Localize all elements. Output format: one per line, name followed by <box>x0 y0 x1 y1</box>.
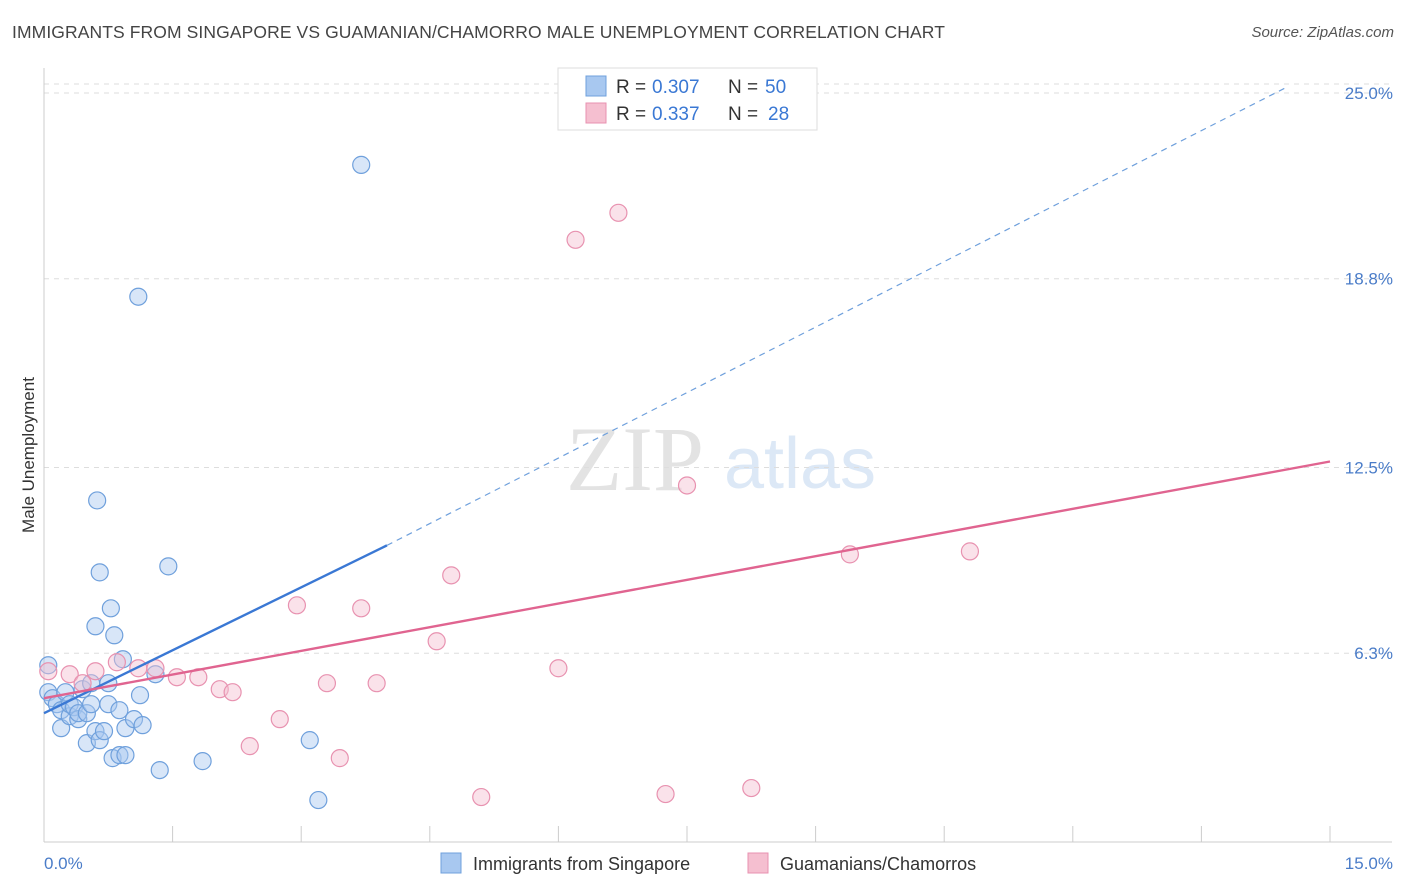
guamanian-point-25 <box>677 476 697 495</box>
guamanian-point-13 <box>287 596 307 615</box>
singapore-point-42 <box>309 790 328 810</box>
guamanian-point-16 <box>352 599 371 618</box>
guamanian-point-23 <box>609 203 628 222</box>
singapore-point-29 <box>110 746 129 765</box>
legend-bottom-label-pink: Guamanians/Chamorros <box>780 854 976 874</box>
singapore-point-23 <box>99 695 118 714</box>
legend-bottom-label-blue: Immigrants from Singapore <box>473 854 690 874</box>
y-tick-label-2: 18.8% <box>1345 270 1393 289</box>
legend-r-label-blue: R = <box>616 77 646 98</box>
legend-n-label-pink: N = <box>728 104 758 125</box>
singapore-point-32 <box>116 746 135 765</box>
x-tick-label-max: 15.0% <box>1345 854 1393 873</box>
legend-n-value-pink: 28 <box>768 104 789 125</box>
guamanian-point-3 <box>86 662 105 681</box>
singapore-point-20 <box>90 731 109 750</box>
guamanian-point-19 <box>442 566 461 585</box>
guamanian-point-15 <box>330 749 349 768</box>
legend-n-label-blue: N = <box>728 77 758 98</box>
singapore-point-39 <box>159 557 178 576</box>
singapore-point-18 <box>86 617 105 636</box>
singapore-point-24 <box>99 674 118 693</box>
singapore-point-22 <box>94 722 114 741</box>
guamanian-point-22 <box>566 230 585 249</box>
singapore-point-34 <box>129 287 148 306</box>
singapore-point-16 <box>82 695 101 714</box>
y-tick-label-0: 6.3% <box>1354 644 1393 663</box>
legend-bottom: Immigrants from Singapore Guamanians/Cha… <box>440 852 976 874</box>
chart-title: IMMIGRANTS FROM SINGAPORE VS GUAMANIAN/C… <box>12 22 945 42</box>
guamanian-point-12 <box>270 710 289 729</box>
guamanian-point-21 <box>549 659 568 678</box>
trendline-singapore-extended <box>386 86 1288 546</box>
guamanian-point-14 <box>317 674 337 693</box>
y-tick-labels: 6.3% 12.5% 18.8% 25.0% <box>1345 84 1393 663</box>
legend-bottom-swatch-blue <box>440 852 462 874</box>
legend-swatch-pink <box>585 102 607 124</box>
legend-swatch-blue <box>585 75 607 97</box>
guamanian-point-7 <box>167 668 186 687</box>
guamanian-point-20 <box>472 787 491 807</box>
singapore-point-27 <box>105 626 124 645</box>
legend-r-value-blue: 0.307 <box>652 77 700 98</box>
singapore-point-35 <box>130 686 150 705</box>
singapore-point-0 <box>39 656 58 675</box>
guamanian-point-1 <box>60 665 79 684</box>
guamanian-point-10 <box>223 683 242 702</box>
series-singapore-points <box>39 155 371 810</box>
guamanian-point-18 <box>427 632 446 651</box>
x-tick-label-min: 0.0% <box>44 854 83 873</box>
singapore-point-28 <box>110 701 129 720</box>
singapore-point-19 <box>88 491 107 510</box>
singapore-point-25 <box>101 599 120 618</box>
singapore-point-13 <box>77 704 96 723</box>
guamanian-point-24 <box>656 784 675 804</box>
singapore-point-40 <box>193 752 212 771</box>
legend-bottom-swatch-pink <box>747 852 769 874</box>
guamanian-point-4 <box>107 653 126 672</box>
legend-top: R = 0.307 N = 50 R = 0.337 N = 28 <box>557 67 818 131</box>
legend-n-value-blue: 50 <box>765 77 786 98</box>
axes <box>43 68 1392 843</box>
guamanian-point-17 <box>367 674 386 693</box>
source-label: Source: ZipAtlas.com <box>1251 24 1394 41</box>
trendlines <box>43 86 1331 715</box>
guamanian-point-0 <box>39 662 58 681</box>
guamanian-point-11 <box>240 737 259 756</box>
y-axis-label: Male Unemployment <box>19 377 38 533</box>
y-tick-label-1: 12.5% <box>1345 458 1393 477</box>
y-tick-label-3: 25.0% <box>1345 84 1393 103</box>
legend-r-label-pink: R = <box>616 104 646 125</box>
singapore-point-21 <box>90 563 109 582</box>
grid-lines <box>44 83 1392 654</box>
singapore-point-41 <box>300 731 319 750</box>
guamanian-point-26 <box>742 778 761 798</box>
legend-r-value-pink: 0.337 <box>652 104 700 125</box>
trendline-singapore <box>43 544 388 715</box>
trendline-guamanian <box>43 460 1331 700</box>
singapore-point-36 <box>133 716 152 735</box>
watermark-atlas: atlas <box>724 424 876 504</box>
singapore-point-43 <box>352 155 371 174</box>
x-ticks <box>43 826 1331 842</box>
series-guamanian-points <box>39 203 980 807</box>
watermark-zip: ZIP <box>566 408 704 510</box>
guamanian-point-28 <box>960 542 980 561</box>
singapore-point-38 <box>150 760 169 780</box>
